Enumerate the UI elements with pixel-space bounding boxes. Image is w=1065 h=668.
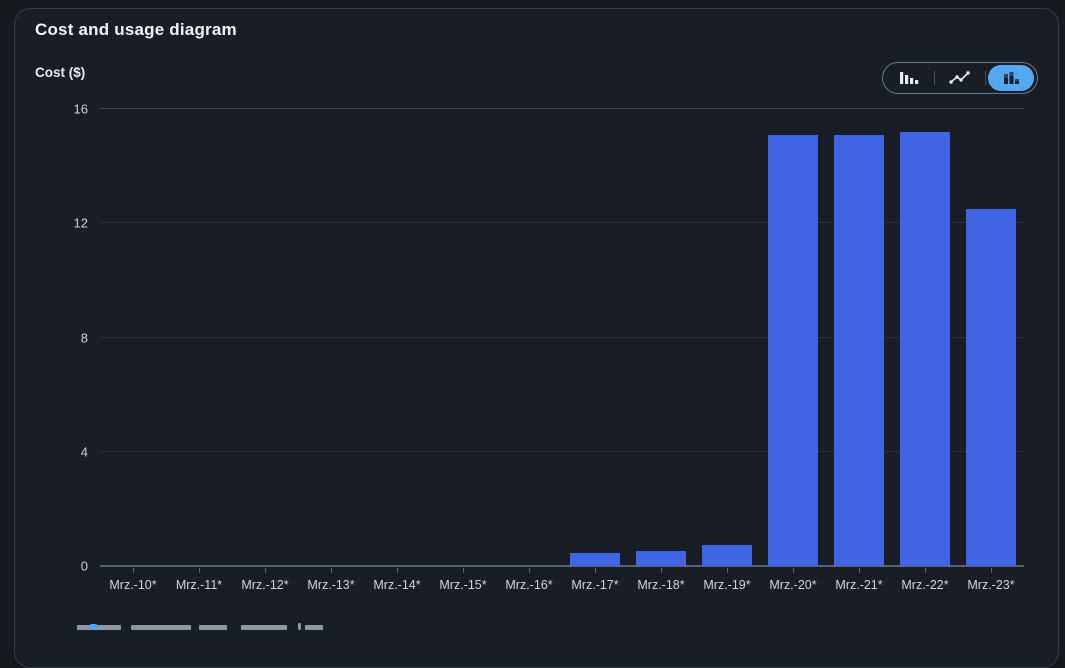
bar-slot [364,109,430,573]
cutoff-legend-fragment [77,625,121,630]
cost-usage-card: Cost and usage diagram Cost ($) [14,8,1059,668]
bar-mrz-21[interactable] [833,134,885,566]
gridline [100,336,1024,338]
bar-mrz-18[interactable] [635,551,687,566]
y-axis-title: Cost ($) [35,65,86,80]
plot-area: 16 12 8 4 0 Mrz.-10* Mrz.-11* Mrz.-12* Mrz.-13* M… [74,102,1024,592]
x-tick-label: Mrz.-15* [439,578,487,592]
x-tick-label: Mrz.-14* [373,578,421,592]
bar-chart-toggle-button[interactable] [886,65,932,91]
bar-slot [892,109,958,573]
x-axis-tick [727,568,728,573]
y-tick-label: 8 [80,330,88,345]
bar-mrz-19[interactable] [701,545,753,566]
x-tick-label: Mrz.-22* [901,578,949,592]
bar-slot [694,109,760,573]
cutoff-legend-fragment [199,625,227,630]
bar-slot [100,109,166,573]
x-axis-tick [793,568,794,573]
x-tick-label: Mrz.-18* [637,578,685,592]
line-chart-toggle-button[interactable] [937,65,983,91]
x-tick-label: Mrz.-23* [967,578,1015,592]
bar-slot [298,109,364,573]
chart-type-toggle [882,62,1038,94]
x-tick-label: Mrz.-12* [241,578,289,592]
x-tick-label: Mrz.-13* [307,578,355,592]
x-axis-tick [397,568,398,573]
cutoff-legend-fragment [90,624,97,630]
line-chart-icon [949,70,971,86]
y-tick-label: 0 [80,558,88,574]
cutoff-legend-fragment [131,625,191,630]
x-axis-labels: Mrz.-10* Mrz.-11* Mrz.-12* Mrz.-13* Mrz.-14*… [100,578,1024,592]
x-axis-tick [595,568,596,573]
x-axis-line [100,565,1024,567]
bar-slot [430,109,496,573]
x-axis-tick [331,568,332,573]
x-axis-tick [661,568,662,573]
x-axis-tick [133,568,134,573]
bar-mrz-17[interactable] [569,552,621,566]
x-axis-tick [265,568,266,573]
bar-chart-icon [899,70,919,86]
bar-mrz-20[interactable] [767,134,819,566]
x-axis-tick [463,568,464,573]
x-axis-tick [859,568,860,573]
toggle-separator [934,71,935,85]
bar-mrz-23[interactable] [965,208,1017,566]
bar-slot [232,109,298,573]
x-tick-label: Mrz.-19* [703,578,751,592]
bar-slot [826,109,892,573]
bar-slot [628,109,694,573]
x-tick-label: Mrz.-17* [571,578,619,592]
bar-slot [496,109,562,573]
y-tick-label: 16 [73,101,88,117]
x-axis-tick [199,568,200,573]
stacked-bar-chart-toggle-button[interactable] [988,65,1034,91]
page-title: Cost and usage diagram [35,20,237,39]
x-axis-tick [991,568,992,573]
x-axis-tick [925,568,926,573]
cutoff-legend-fragment [305,625,323,630]
toggle-separator [985,71,986,85]
x-tick-label: Mrz.-20* [769,578,817,592]
bar-slot [958,109,1024,573]
x-tick-label: Mrz.-11* [175,578,223,592]
bar-slot [562,109,628,573]
stacked-bar-chart-icon [1001,70,1021,86]
bar-mrz-22[interactable] [899,131,951,566]
x-tick-label: Mrz.-10* [109,578,157,592]
x-tick-label: Mrz.-21* [835,578,883,592]
gridline [100,450,1024,452]
bar-slot [166,109,232,573]
cutoff-legend-fragment [241,625,287,630]
x-axis-tick [529,568,530,573]
y-tick-label: 12 [73,215,88,231]
gridline [100,222,1024,224]
bar-slot [760,109,826,573]
gridline [100,108,1024,109]
screen: { "card": { "title": "Cost and usage dia… [14,8,1059,668]
y-tick-label: 4 [80,444,88,460]
x-tick-label: Mrz.-16* [505,578,553,592]
bars-container [100,109,1024,573]
